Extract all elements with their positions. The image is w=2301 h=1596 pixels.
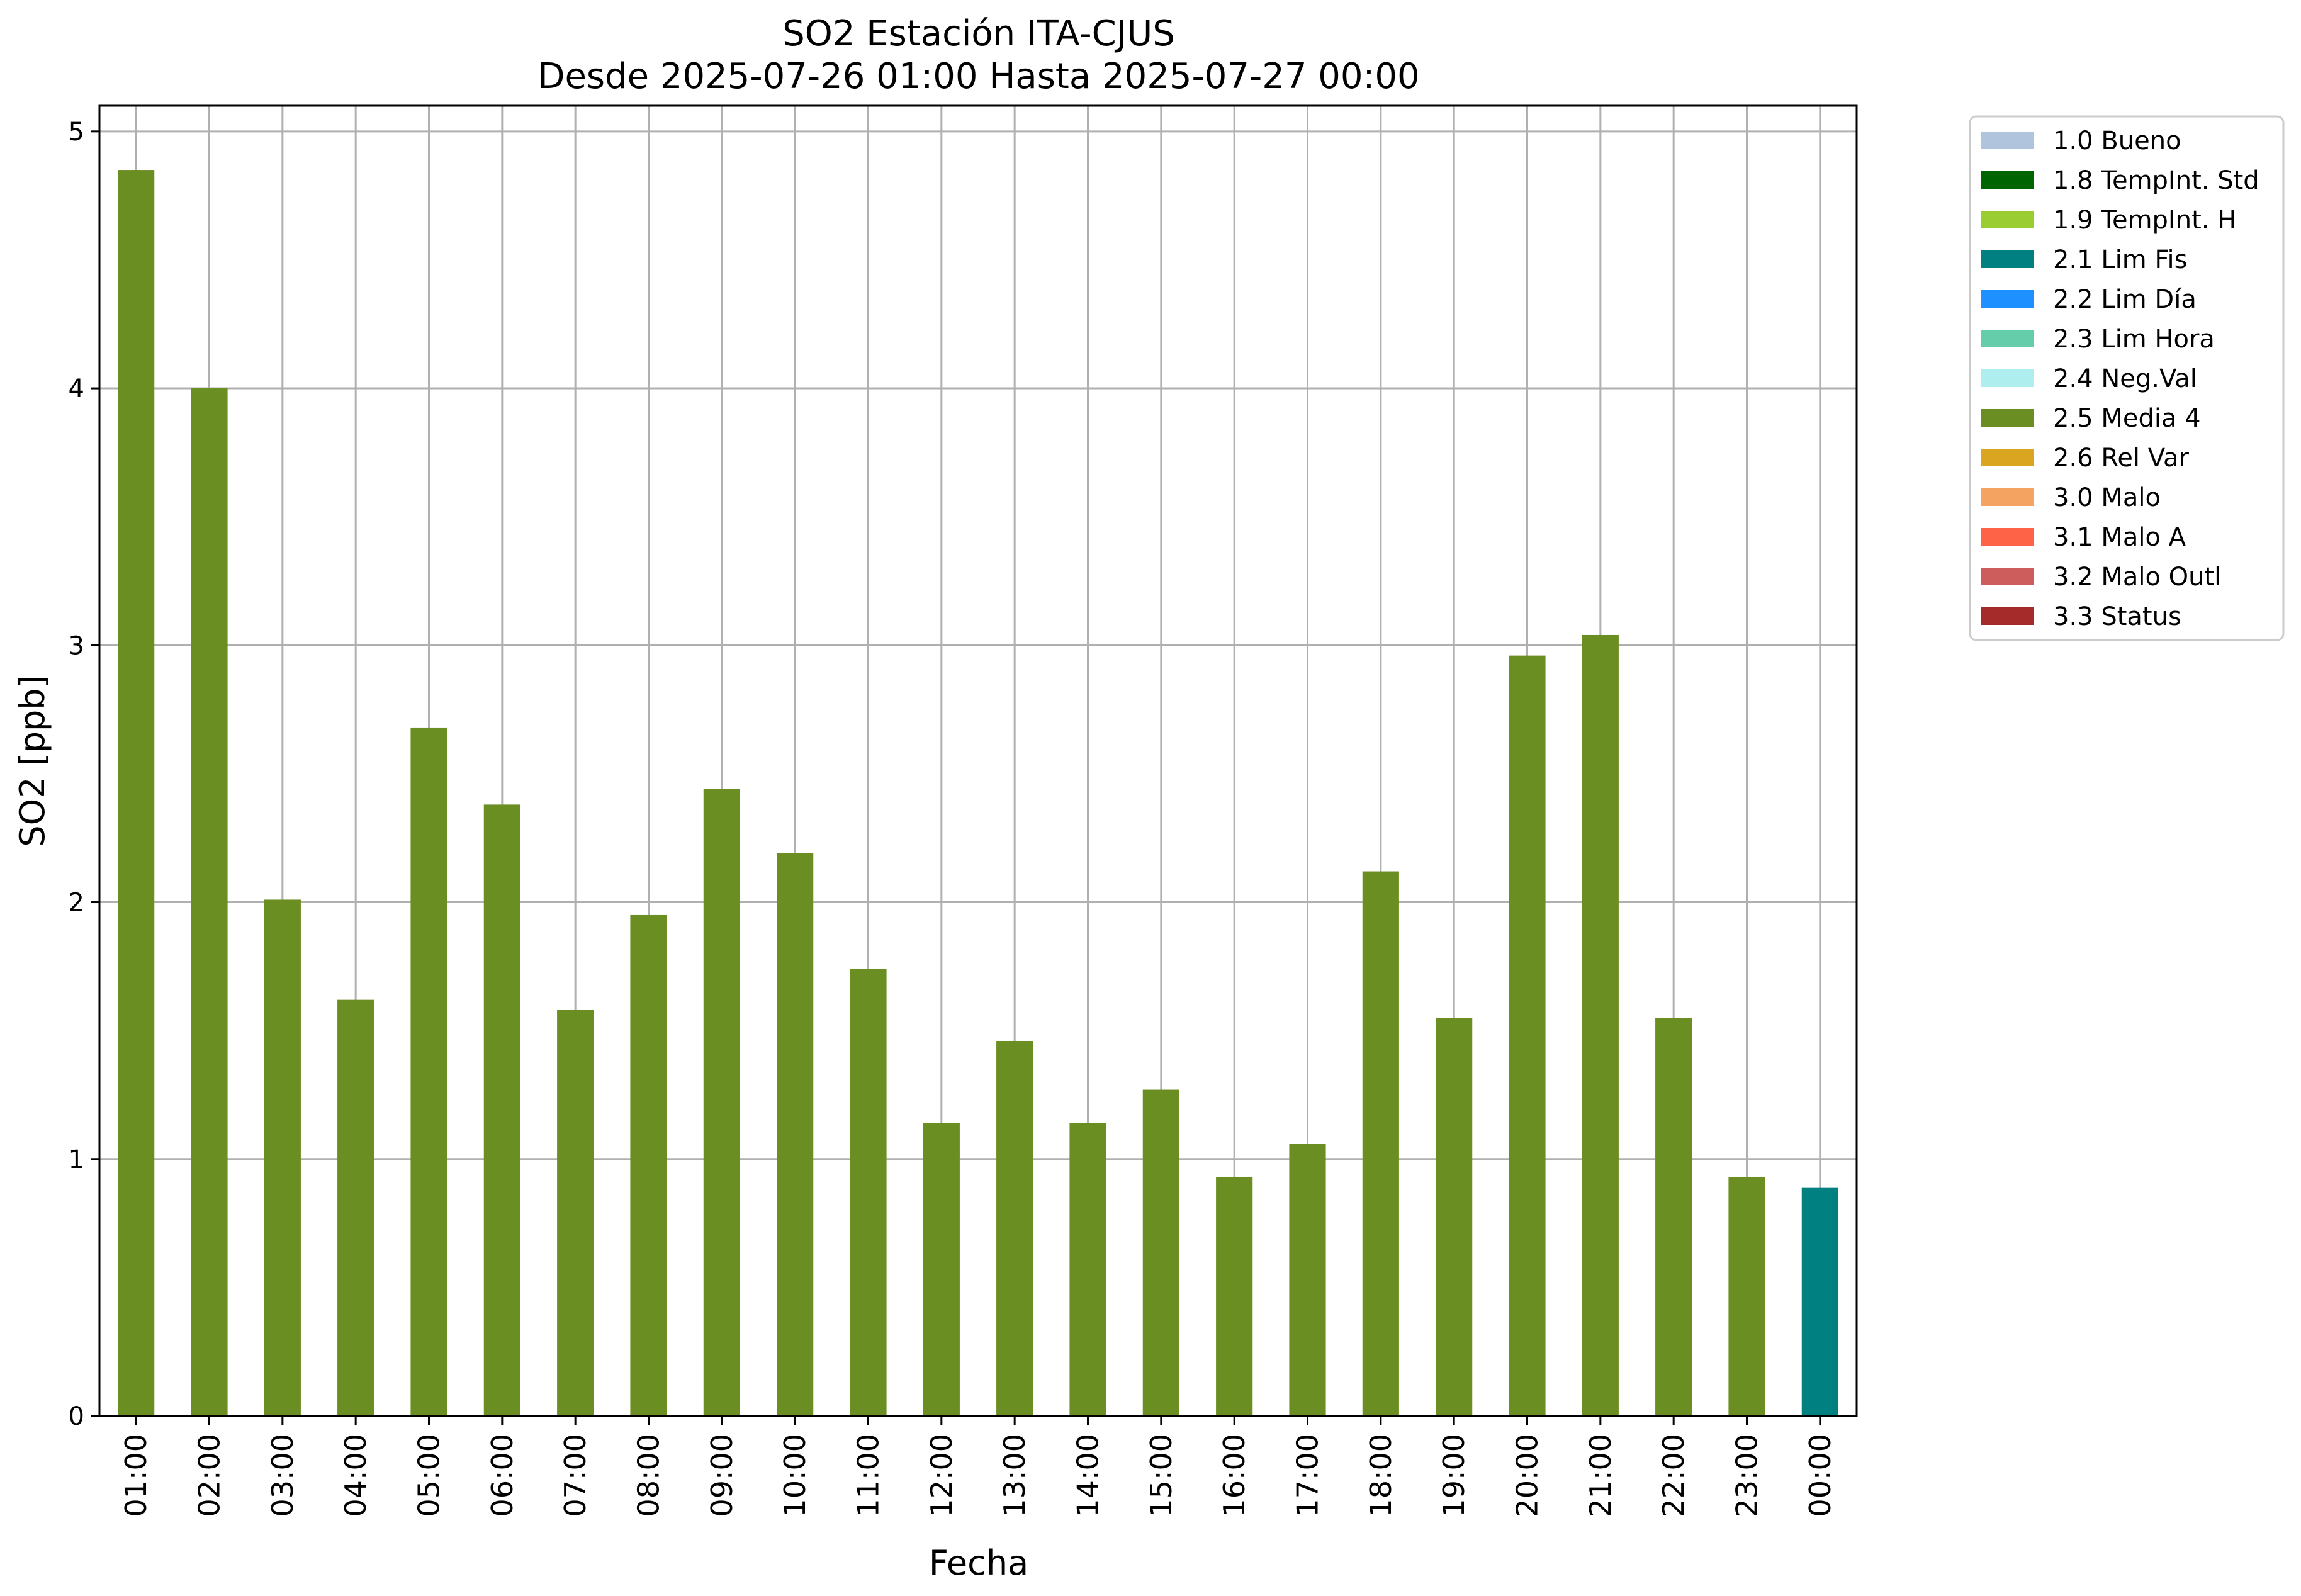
legend: 1.0 Bueno 1.8 TempInt. Std 1.9 TempInt. H 2…	[1969, 115, 2285, 641]
bar-0900	[703, 789, 740, 1416]
bar-1700	[1289, 1144, 1326, 1416]
x-tick-label: 03:00	[266, 1434, 300, 1517]
x-tick-label: 05:00	[412, 1434, 446, 1517]
legend-swatch	[1981, 528, 2034, 546]
x-tick-label: 10:00	[778, 1434, 812, 1517]
legend-label: 3.3 Status	[2053, 602, 2181, 631]
legend-label: 2.2 Lim Día	[2053, 285, 2197, 314]
bar-0100	[118, 170, 155, 1416]
x-tick-label: 09:00	[705, 1434, 739, 1517]
y-tick-label: 2	[69, 889, 84, 918]
bar-1200	[923, 1123, 960, 1416]
bar-0000	[1801, 1187, 1838, 1416]
bar-1500	[1142, 1089, 1179, 1416]
bar-0400	[337, 999, 374, 1416]
x-axis-ticks: 01:00 02:00 03:00 04:00 05:00 06:00 07:00 08:00…	[119, 1416, 1837, 1517]
legend-label: 2.4 Neg.Val	[2053, 364, 2197, 393]
legend-label: 1.0 Bueno	[2053, 126, 2181, 155]
x-tick-label: 13:00	[998, 1434, 1032, 1517]
legend-swatch	[1981, 132, 2034, 149]
bar-2200	[1655, 1018, 1692, 1416]
legend-box	[1969, 115, 2285, 641]
x-tick-label: 14:00	[1071, 1434, 1105, 1517]
x-tick-label: 11:00	[852, 1434, 886, 1517]
y-axis-label: SO2 [ppb]	[13, 675, 52, 846]
bar-1100	[850, 969, 887, 1416]
legend-swatch	[1981, 290, 2034, 308]
x-tick-label: 17:00	[1291, 1434, 1325, 1517]
y-axis-ticks: 0 1 2 3 4 5	[69, 118, 99, 1431]
x-axis-label: Fecha	[929, 1543, 1028, 1583]
chart-subtitle: Desde 2025-07-26 01:00 Hasta 2025-07-27 …	[537, 56, 1419, 97]
x-tick-label: 07:00	[558, 1434, 592, 1517]
legend-label: 2.6 Rel Var	[2053, 444, 2190, 473]
legend-label: 3.2 Malo Outl	[2053, 563, 2221, 592]
x-tick-label: 23:00	[1730, 1434, 1764, 1517]
bar-1900	[1436, 1018, 1473, 1416]
bar-1800	[1362, 871, 1399, 1416]
plot-frame	[98, 104, 1858, 1417]
y-tick-label: 4	[69, 374, 84, 403]
y-tick-label: 3	[69, 631, 84, 660]
legend-swatch	[1981, 488, 2034, 506]
legend-swatch	[1981, 369, 2034, 387]
legend-label: 2.5 Media 4	[2053, 404, 2201, 433]
x-tick-label: 06:00	[485, 1434, 519, 1517]
legend-swatch	[1981, 568, 2034, 585]
legend-label: 3.0 Malo	[2053, 483, 2161, 512]
legend-swatch	[1981, 607, 2034, 625]
bar-2100	[1582, 634, 1619, 1416]
legend-label: 3.1 Malo A	[2053, 523, 2186, 552]
legend-swatch	[1981, 409, 2034, 427]
legend-swatch	[1981, 449, 2034, 466]
bar-1400	[1069, 1123, 1106, 1416]
legend-label: 1.8 TempInt. Std	[2053, 166, 2259, 195]
legend-swatch	[1981, 250, 2034, 268]
x-tick-label: 22:00	[1657, 1434, 1691, 1517]
bar-2000	[1509, 655, 1546, 1416]
bar-0700	[557, 1009, 594, 1416]
bar-1000	[777, 853, 814, 1416]
x-tick-label: 15:00	[1144, 1434, 1178, 1517]
x-tick-label: 18:00	[1364, 1434, 1398, 1517]
bar-0600	[483, 804, 520, 1416]
legend-label: 2.1 Lim Fis	[2053, 245, 2187, 274]
x-tick-label: 02:00	[193, 1434, 227, 1517]
bar-2300	[1728, 1177, 1765, 1416]
x-tick-label: 01:00	[119, 1434, 153, 1517]
x-tick-label: 12:00	[925, 1434, 959, 1517]
y-tick-label: 5	[69, 118, 84, 147]
legend-swatch	[1981, 330, 2034, 347]
x-tick-label: 19:00	[1437, 1434, 1471, 1517]
y-tick-label: 0	[69, 1402, 84, 1431]
bar-1600	[1216, 1177, 1253, 1416]
bar-0300	[264, 899, 301, 1416]
x-tick-label: 16:00	[1217, 1434, 1251, 1517]
chart-title: SO2 Estación ITA-CJUS	[782, 13, 1175, 54]
x-tick-label: 04:00	[339, 1434, 373, 1517]
bar-1300	[996, 1040, 1033, 1416]
bars	[118, 170, 1838, 1416]
x-tick-label: 08:00	[632, 1434, 666, 1517]
bar-0500	[410, 727, 447, 1416]
legend-label: 1.9 TempInt. H	[2053, 206, 2236, 235]
legend-swatch	[1981, 211, 2034, 228]
legend-swatch	[1981, 171, 2034, 189]
x-tick-label: 00:00	[1803, 1434, 1837, 1517]
y-tick-label: 1	[69, 1145, 84, 1174]
legend-label: 2.3 Lim Hora	[2053, 325, 2215, 354]
bar-0200	[191, 388, 228, 1416]
x-tick-label: 21:00	[1584, 1434, 1617, 1517]
bar-0800	[630, 914, 667, 1416]
x-tick-label: 20:00	[1511, 1434, 1544, 1517]
